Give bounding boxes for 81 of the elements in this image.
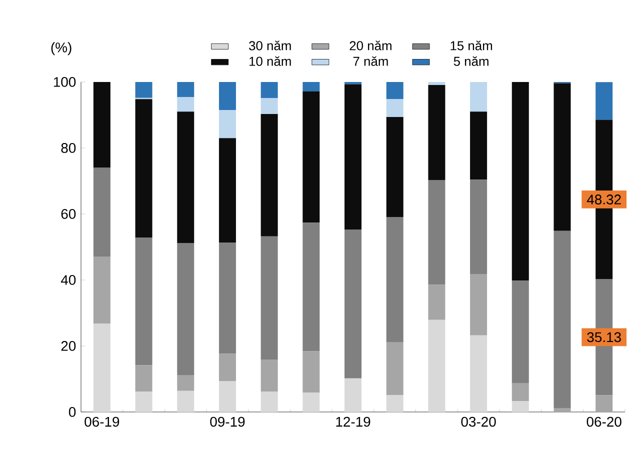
legend-label: 20 năm (350, 40, 392, 50)
bar (260, 98, 278, 114)
bar (177, 82, 194, 98)
bar (344, 378, 362, 412)
y-tick-label: 100 (54, 77, 76, 87)
bar (386, 99, 404, 117)
data-label: 48.32 (586, 194, 621, 204)
bar (428, 84, 446, 180)
bar (218, 82, 236, 110)
legend-label: 30 năm (249, 40, 291, 50)
bar (218, 381, 236, 412)
bar (260, 82, 278, 98)
bar (93, 82, 110, 168)
bar (554, 230, 571, 408)
legend-label: 7 năm (353, 56, 388, 66)
bar (177, 243, 194, 376)
bar (218, 354, 236, 382)
bar (93, 324, 110, 412)
bar (344, 229, 362, 378)
y-tick-label: 20 (61, 341, 76, 351)
data-label: 35.13 (587, 332, 621, 342)
bar (135, 238, 152, 366)
bar (470, 274, 488, 336)
bar (386, 217, 404, 342)
bar (428, 180, 446, 285)
bar (470, 335, 488, 412)
bar (596, 82, 613, 120)
bar (470, 112, 488, 180)
bar (386, 395, 404, 412)
bar (260, 236, 278, 360)
bar (93, 167, 110, 257)
y-tick-label: 40 (60, 275, 76, 285)
bar (470, 82, 488, 112)
bar (302, 91, 320, 223)
bar (554, 83, 571, 231)
bar (302, 392, 320, 412)
y-tick-label: 80 (61, 143, 76, 153)
bar (386, 82, 404, 100)
bar (344, 82, 362, 84)
x-tick-label: 06-19 (84, 416, 120, 427)
bar (386, 342, 404, 396)
bar (512, 82, 529, 281)
bar (470, 180, 488, 274)
x-tick-label: 12-19 (336, 416, 370, 427)
y-axis-title: (%) (51, 42, 72, 56)
bar (596, 395, 613, 412)
bar (554, 408, 571, 412)
bar (428, 320, 446, 412)
bar (135, 82, 152, 98)
bar (344, 84, 362, 230)
bar (93, 256, 110, 324)
legend-label: 10 năm (250, 56, 291, 66)
bar (302, 82, 320, 92)
bar (135, 99, 152, 238)
bar (302, 222, 320, 352)
bar (260, 392, 278, 412)
bar (512, 382, 529, 402)
bar (428, 284, 446, 320)
bar (428, 82, 446, 85)
legend-label: 15 năm (450, 40, 492, 50)
legend-label: 5 năm (454, 56, 488, 66)
bar (177, 112, 194, 244)
bar (260, 114, 278, 236)
bar (260, 360, 278, 392)
bar (218, 110, 236, 138)
bar (177, 97, 194, 112)
bar (302, 351, 320, 393)
bar (386, 116, 404, 218)
bar (135, 392, 152, 412)
bar (177, 375, 194, 391)
bar (135, 365, 152, 392)
x-tick-label: 06-20 (586, 416, 622, 427)
x-tick-label: 03-20 (461, 416, 496, 427)
x-tick-label: 09-19 (210, 416, 245, 427)
bar (177, 390, 194, 412)
y-tick-label: 0 (68, 407, 76, 417)
y-tick-label: 60 (61, 209, 76, 219)
bar (218, 138, 236, 243)
bar (218, 242, 236, 354)
bar (512, 280, 529, 383)
bar (512, 401, 529, 412)
